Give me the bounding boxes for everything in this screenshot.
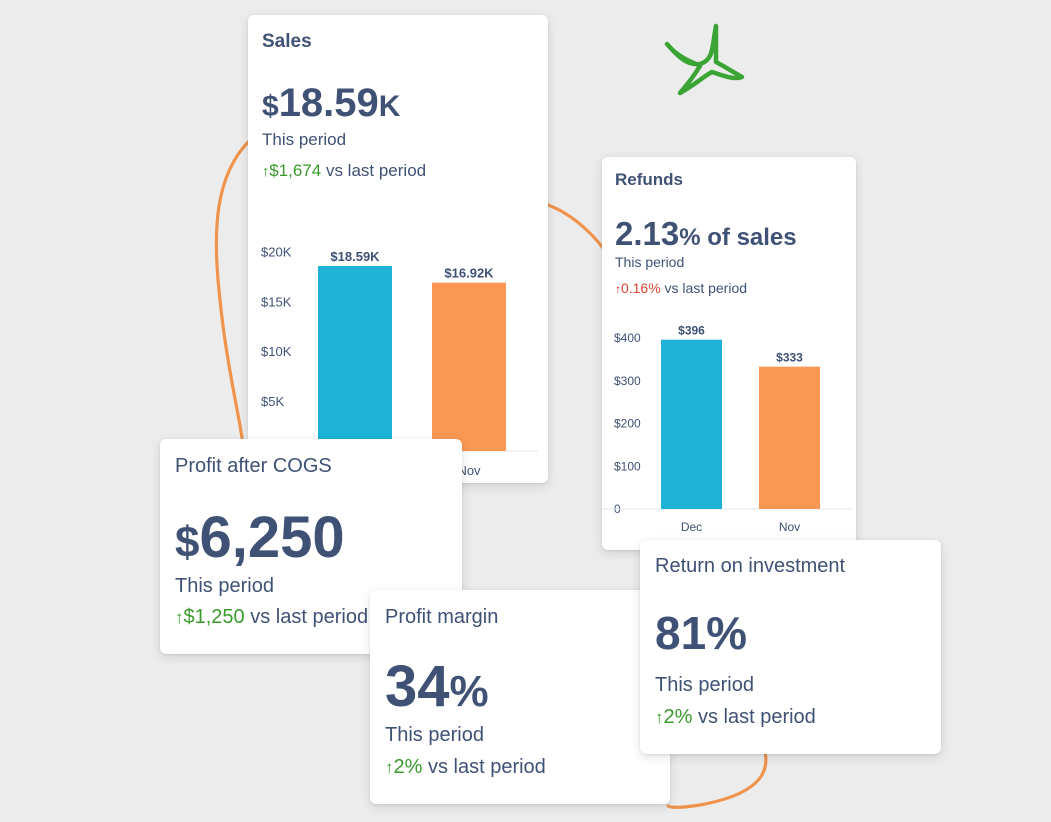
period-label: This period [615,254,685,270]
up-arrow-icon: ↑ [655,708,664,727]
value-unit: % of sales [679,224,797,251]
delta-value: 2% [663,706,693,728]
up-arrow-icon: ↑ [175,608,184,627]
up-arrow-icon: ↑ [385,758,394,777]
bar-value-label: $18.59K [330,249,380,264]
up-arrow-icon: ↑ [262,164,270,180]
period-delta: ↑2% vs last period [655,706,816,729]
delta-value: 2% [393,756,423,778]
bar-value-label: $16.92K [444,266,494,281]
currency-symbol: $ [262,90,279,123]
delta-text: vs last period [321,161,427,180]
period-label: This period [385,724,484,746]
green-sparkle-icon [664,23,745,96]
delta-text: vs last period [422,756,546,778]
roi-value: 81% [655,607,748,659]
profit-margin-card[interactable]: Profit margin 34% This period ↑2% vs las… [370,590,670,804]
x-tick-label: Dec [681,520,702,534]
roi-card[interactable]: Return on investment 81% This period ↑2%… [640,540,941,754]
y-tick-label: $15K [261,294,292,309]
y-tick-label: $5K [261,394,284,409]
period-label: This period [655,674,754,696]
profit-margin-value: 34% [385,658,489,716]
period-delta: ↑2% vs last period [385,756,546,779]
x-tick-label: Nov [457,463,481,475]
delta-value: 0.16% [620,280,661,296]
sales-card[interactable]: Sales $18.59K This period ↑$1,674 vs las… [248,15,548,483]
up-arrow-icon: ↑ [615,282,621,296]
value-number: 2.13 [615,215,680,252]
bar-nov [759,366,820,509]
y-tick-label: $200 [614,417,641,431]
bar-dec [661,339,722,509]
card-title: Refunds [615,170,683,189]
refunds-value: 2.13% of sales [615,217,797,250]
delta-text: vs last period [244,606,369,628]
y-tick-label: $300 [614,374,641,388]
period-label: This period [262,130,347,149]
bar-nov [432,282,506,451]
value-number: 6,250 [199,505,345,570]
refunds-card[interactable]: Refunds 2.13% of sales This period ↑0.16… [602,157,856,550]
x-tick-label: Nov [779,520,800,534]
bar-dec [318,266,392,451]
y-tick-label: $100 [614,459,641,473]
delta-text: vs last period [692,706,816,728]
delta-value: $1,674 [269,161,322,180]
bar-value-label: $396 [678,325,705,338]
y-tick-label: $20K [261,245,292,260]
delta-value: $1,250 [183,606,245,628]
y-tick-label: $10K [261,344,292,359]
value-unit: % [449,667,489,716]
sales-value: $18.59K [262,83,400,123]
value-number: 18.59 [278,81,379,125]
card-title: Profit after COGS [175,455,332,477]
card-title: Profit margin [385,606,499,628]
value-unit: K [378,90,401,123]
value-number: 34 [385,654,450,719]
period-delta: ↑$1,250 vs last period [175,606,368,629]
currency-symbol: $ [175,518,200,567]
period-label: This period [175,575,274,597]
delta-text: vs last period [660,280,748,296]
period-delta: ↑$1,674 vs last period [262,161,426,181]
profit-after-cogs-value: $6,250 [175,509,345,567]
card-title: Sales [262,31,312,52]
period-delta: ↑0.16% vs last period [615,280,747,296]
y-tick-label: $400 [614,331,641,345]
bar-value-label: $333 [776,351,803,365]
card-title: Return on investment [655,555,846,577]
